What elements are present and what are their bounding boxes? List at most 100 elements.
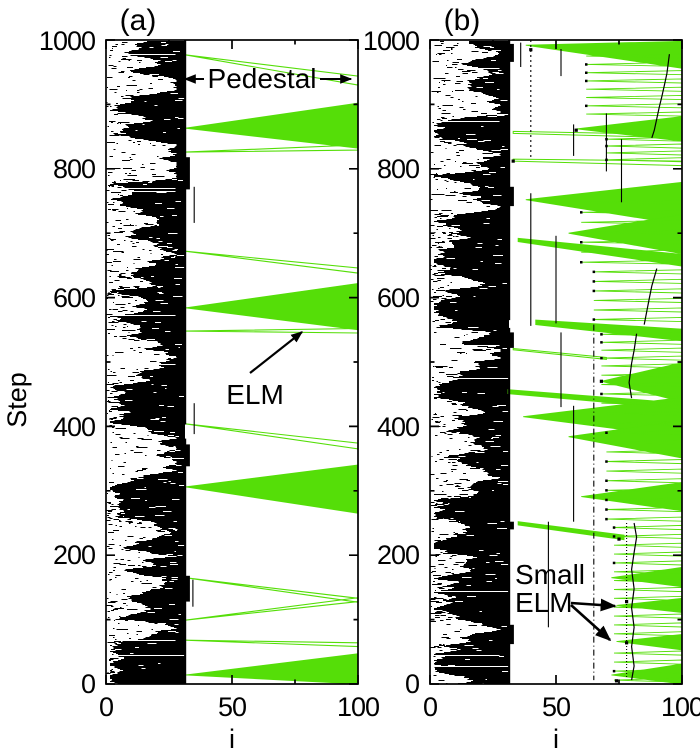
b-xtick-0: 0 xyxy=(423,692,437,722)
a-ytick-800: 800 xyxy=(53,154,95,184)
chevron-apex-dot xyxy=(605,479,608,482)
pedestal-annotation-text: Pedestal xyxy=(208,63,317,94)
chevron-apex-dot xyxy=(592,289,596,293)
x-axis-label-a: i xyxy=(229,724,235,754)
chevron-apex-dot xyxy=(585,79,588,83)
chevron-apex-dot xyxy=(585,104,588,108)
small-elm-chevron xyxy=(613,595,683,601)
elm-events-b xyxy=(507,40,683,685)
small-elm-chevron xyxy=(613,560,683,566)
event-marker-dot xyxy=(511,159,515,163)
pedestal-edge-blob xyxy=(508,521,514,530)
elm-avalanche xyxy=(185,653,359,685)
elm-avalanche xyxy=(185,577,359,603)
panel-a xyxy=(105,39,359,685)
a-ytick-200: 200 xyxy=(53,540,95,570)
small-elm-chevron xyxy=(613,622,683,628)
chart-layers xyxy=(105,39,683,685)
chevron-apex-dot xyxy=(580,211,583,214)
small-elm-chevron xyxy=(593,278,683,284)
y-axis-label: Step xyxy=(2,372,32,428)
turbulence-region-a xyxy=(106,40,186,685)
panel-a-label: (a) xyxy=(120,4,157,37)
b-ytick-1000: 1000 xyxy=(363,26,419,56)
chevron-apex-dot xyxy=(605,517,608,521)
small-elm-chevron xyxy=(613,524,683,531)
elm-band xyxy=(512,158,683,167)
small-elm-chevron xyxy=(606,478,683,484)
event-marker-dot xyxy=(599,379,603,383)
chevron-apex-dot xyxy=(612,526,616,529)
a-xtick-100: 100 xyxy=(337,692,379,722)
small-elm-chevron xyxy=(606,157,683,163)
panel-b xyxy=(429,39,683,685)
small-elm-chevron xyxy=(613,586,683,593)
small-elm-chevron xyxy=(593,316,683,323)
b-ytick-600: 600 xyxy=(377,283,419,313)
small-elm-chevron xyxy=(586,78,683,84)
elm-avalanche xyxy=(185,464,359,514)
a-ytick-600: 600 xyxy=(53,283,95,313)
elm-avalanche xyxy=(185,250,359,274)
chevron-apex-dot xyxy=(592,280,596,283)
small-elm-annotation-line1: Small xyxy=(515,559,585,590)
small-elm-chevron xyxy=(586,111,683,117)
small-elm-chevron xyxy=(613,542,683,548)
black-structures-a xyxy=(184,40,195,684)
chevron-apex-dot xyxy=(600,333,603,336)
chevron-apex-dot xyxy=(612,561,616,565)
pedestal-edge-line xyxy=(184,438,187,684)
chevron-apex-dot xyxy=(605,498,608,502)
a-ytick-0: 0 xyxy=(81,669,95,699)
elm-avalanche xyxy=(185,144,359,153)
chevron-apex-dot xyxy=(580,261,583,264)
elm-avalanche xyxy=(185,282,359,331)
b-ytick-400: 400 xyxy=(377,412,419,442)
pedestal-edge-blob xyxy=(508,186,514,207)
chevron-apex-dot xyxy=(605,508,608,511)
small-elm-chevron xyxy=(586,86,683,92)
small-elm-chevron xyxy=(593,269,683,275)
chevron-apex-dot xyxy=(612,535,616,538)
small-elm-chevron xyxy=(613,650,683,656)
small-elm-chevron xyxy=(606,516,683,522)
elm-band xyxy=(517,521,625,541)
small-elm-arrow-1 xyxy=(570,598,617,612)
elm-avalanche xyxy=(185,597,359,621)
staircase-boundary xyxy=(628,333,638,399)
a-ytick-400: 400 xyxy=(53,412,95,442)
b-ytick-0: 0 xyxy=(405,669,419,699)
small-elm-chevron xyxy=(606,143,683,149)
axes-frame-b xyxy=(429,39,683,685)
a-xtick-0: 0 xyxy=(99,692,113,722)
chevron-apex-dot xyxy=(585,63,588,66)
pedestal-edge-blob xyxy=(184,444,190,467)
small-elm-chevron xyxy=(613,631,683,637)
tick-marks xyxy=(105,39,359,685)
chevron-apex-dot xyxy=(605,489,608,492)
panel-b-label: (b) xyxy=(444,4,481,37)
elm-events-a xyxy=(185,54,359,685)
pedestal-edge-blob xyxy=(508,43,514,62)
a-ytick-1000: 1000 xyxy=(39,26,95,56)
pedestal-edge-line xyxy=(508,40,511,321)
event-marker-dot xyxy=(574,128,578,132)
chevron-apex-dot xyxy=(592,270,596,274)
chevron-apex-dot xyxy=(605,431,608,434)
small-elm-chevron xyxy=(613,613,683,619)
b-xtick-50: 50 xyxy=(542,692,570,722)
staircase-boundary xyxy=(651,54,670,139)
elm-annotation-text: ELM xyxy=(226,379,284,410)
small-elm-chevron xyxy=(593,307,683,313)
elm-avalanche xyxy=(185,102,359,149)
pedestal-edge-blob xyxy=(508,332,514,348)
small-elm-annotation-line2: ELM xyxy=(515,587,573,618)
pedestal-edge-blob xyxy=(184,575,190,602)
elm-avalanche xyxy=(185,423,359,450)
event-marker-dot xyxy=(529,48,533,52)
chevron-apex-dot xyxy=(585,71,588,74)
elm-band xyxy=(535,319,683,342)
pedestal-edge-line xyxy=(184,40,187,425)
